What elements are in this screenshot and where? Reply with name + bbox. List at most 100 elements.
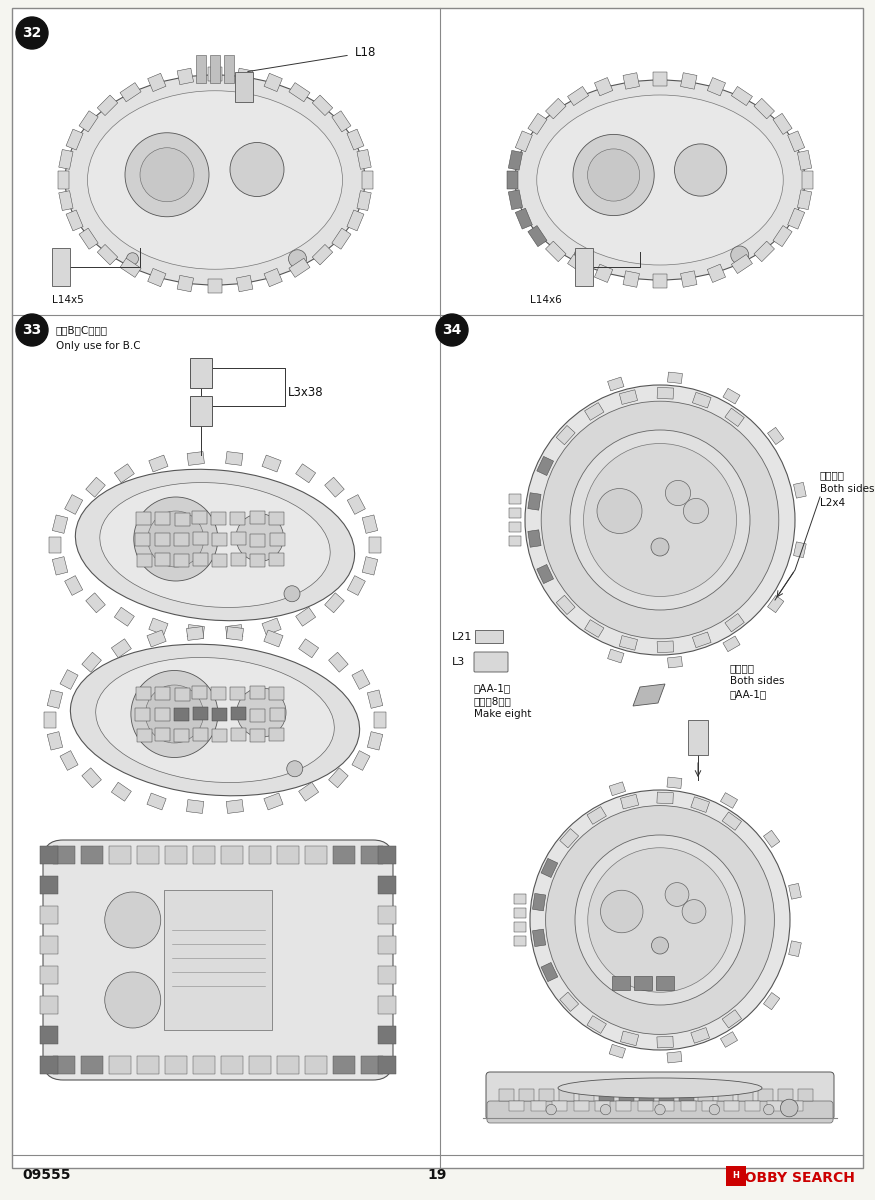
Bar	[325, 478, 344, 497]
Bar	[724, 613, 745, 632]
Circle shape	[134, 497, 218, 581]
Bar	[732, 254, 752, 274]
Bar	[115, 463, 135, 482]
Circle shape	[284, 586, 300, 601]
Bar	[568, 254, 589, 274]
Bar	[66, 130, 83, 150]
Bar	[226, 451, 243, 466]
Bar	[552, 1102, 567, 1111]
Bar	[660, 1102, 675, 1111]
Bar	[794, 482, 806, 498]
Bar	[270, 512, 284, 524]
Bar	[620, 390, 638, 404]
Bar	[208, 67, 222, 82]
Circle shape	[575, 835, 745, 1006]
Bar	[212, 728, 227, 742]
Bar	[678, 1090, 694, 1102]
Bar	[165, 846, 187, 864]
Bar	[378, 906, 396, 924]
Bar	[767, 427, 784, 444]
Bar	[798, 1090, 813, 1102]
Bar	[40, 966, 58, 984]
Bar	[312, 95, 332, 115]
Bar	[773, 226, 792, 247]
Bar	[230, 686, 245, 700]
Bar	[528, 226, 547, 247]
Bar	[52, 557, 67, 575]
Bar	[298, 638, 318, 658]
Bar	[174, 728, 189, 742]
Bar	[277, 1056, 299, 1074]
Bar	[192, 511, 207, 524]
Bar	[609, 782, 626, 796]
Text: 34: 34	[443, 323, 462, 337]
Bar	[788, 883, 802, 899]
Bar	[788, 131, 805, 151]
Circle shape	[236, 514, 284, 562]
Bar	[514, 936, 526, 946]
Bar	[296, 607, 316, 626]
Bar	[797, 150, 812, 170]
Bar	[584, 403, 604, 420]
Bar	[499, 1090, 514, 1102]
Bar	[52, 248, 70, 286]
Bar	[149, 455, 168, 472]
Text: 32: 32	[23, 26, 42, 40]
Bar	[120, 83, 141, 102]
Bar	[97, 95, 118, 115]
Bar	[726, 1166, 746, 1186]
Bar	[594, 78, 612, 96]
Bar	[357, 150, 371, 169]
Bar	[724, 408, 745, 426]
Ellipse shape	[88, 91, 342, 269]
Bar	[509, 494, 521, 504]
Bar	[560, 992, 578, 1012]
Bar	[40, 1026, 58, 1044]
Ellipse shape	[95, 658, 334, 782]
Bar	[289, 83, 310, 102]
Bar	[357, 191, 371, 210]
Text: HOBBY SEARCH: HOBBY SEARCH	[733, 1171, 855, 1186]
Bar	[788, 209, 805, 229]
Bar	[378, 1026, 396, 1044]
Bar	[533, 894, 546, 911]
Bar	[177, 275, 193, 292]
Bar	[65, 576, 83, 595]
Bar	[59, 191, 74, 210]
Bar	[587, 1015, 606, 1033]
Bar	[738, 1090, 753, 1102]
Bar	[196, 55, 206, 83]
Ellipse shape	[100, 482, 330, 607]
Bar	[639, 1090, 654, 1102]
Bar	[764, 830, 780, 847]
Bar	[657, 792, 674, 804]
Ellipse shape	[65, 74, 365, 284]
Bar	[270, 708, 285, 721]
Bar	[262, 455, 281, 472]
Bar	[707, 78, 725, 96]
Circle shape	[764, 1104, 774, 1115]
Bar	[657, 1037, 674, 1048]
Bar	[298, 782, 318, 802]
Text: L2x4: L2x4	[820, 498, 845, 508]
Bar	[40, 1056, 58, 1074]
Circle shape	[16, 314, 48, 346]
Bar	[346, 210, 364, 230]
Circle shape	[525, 385, 795, 655]
Bar	[44, 712, 56, 728]
FancyBboxPatch shape	[43, 840, 393, 1080]
Bar	[136, 512, 151, 526]
Bar	[653, 274, 667, 288]
Bar	[60, 751, 78, 770]
Bar	[723, 636, 740, 652]
Bar	[264, 793, 284, 810]
Bar	[692, 632, 711, 648]
Bar	[361, 170, 373, 188]
Bar	[667, 778, 682, 788]
Text: L3: L3	[452, 658, 466, 667]
Bar	[794, 542, 806, 558]
Text: L18: L18	[355, 47, 376, 60]
Bar	[135, 708, 150, 721]
Bar	[135, 533, 150, 546]
Bar	[657, 388, 674, 400]
